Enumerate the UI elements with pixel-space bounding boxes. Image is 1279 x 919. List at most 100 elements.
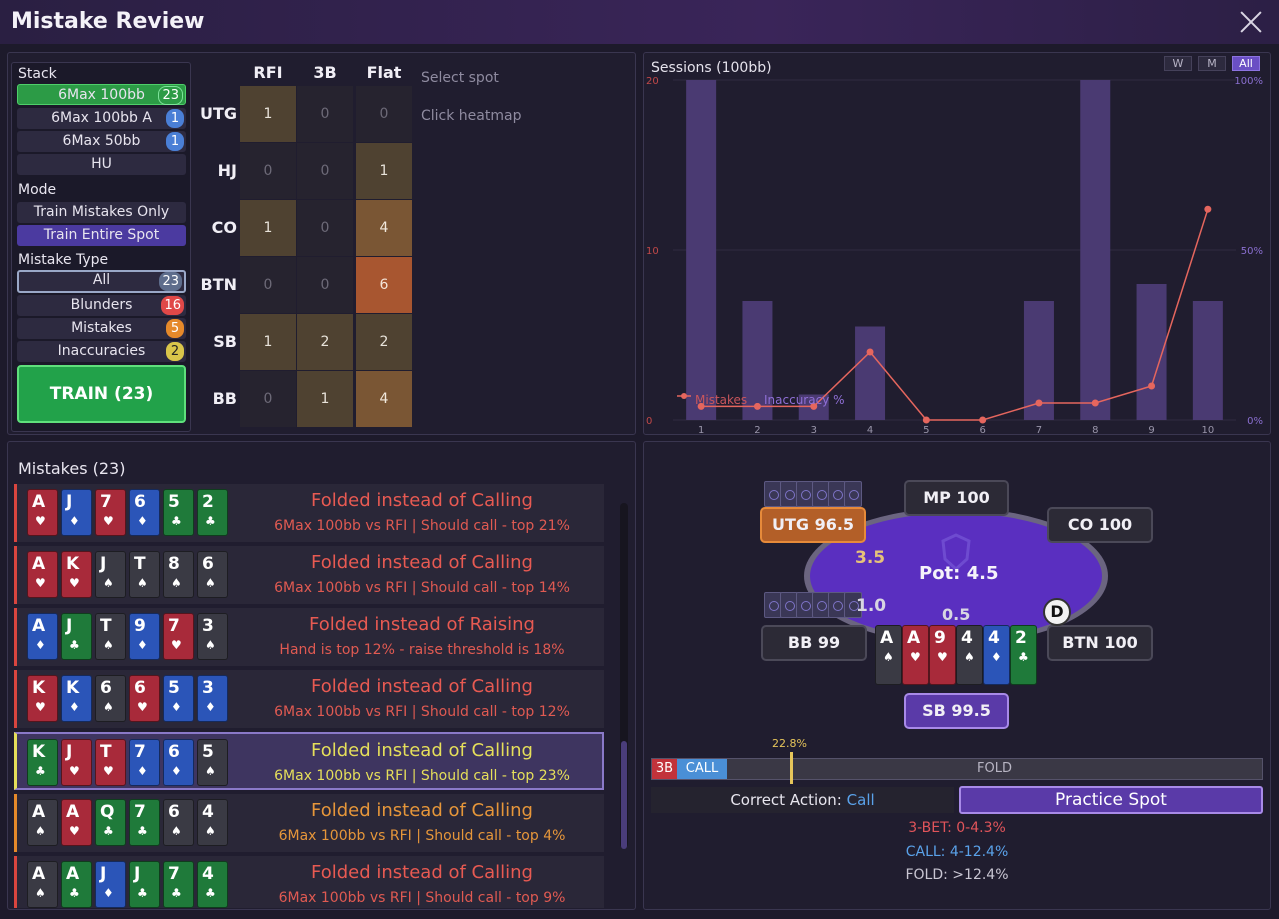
hero-cards: A ♠ A ♥ 9 ♥ 4 ♠ 4 ♦ 2 ♣ (875, 625, 1039, 687)
heatmap-cell[interactable]: 4 (356, 371, 412, 427)
hand-percentile-label: 22.8% (772, 737, 807, 750)
utg-bet: 3.5 (855, 548, 886, 568)
heatmap-cell[interactable]: 1 (297, 371, 353, 427)
seat-bb[interactable]: BB 99 (761, 625, 867, 661)
playing-card: 4 ♦ (983, 625, 1010, 685)
range-button-month[interactable]: M (1198, 56, 1226, 71)
count-badge: 1 (166, 132, 184, 151)
heatmap-cell[interactable]: 0 (297, 143, 353, 199)
playing-card: 5 ♣ (163, 489, 194, 536)
threshold-call: CALL: 4-12.4% (905, 844, 1009, 860)
chart-bar (1080, 80, 1111, 420)
heatmap-cell[interactable]: 0 (240, 257, 296, 313)
card-rank: A (66, 802, 80, 822)
playing-card: 6 ♠ (197, 551, 228, 598)
stack-option-6max-100bb-a[interactable]: 6Max 100bb A 1 (17, 108, 186, 129)
mode-train-mistakes-only[interactable]: Train Mistakes Only (17, 202, 186, 223)
playing-card: J ♥ (61, 739, 92, 786)
playing-card: A ♥ (27, 489, 58, 536)
x-tick: 5 (923, 425, 929, 435)
heatmap-cell[interactable]: 4 (356, 200, 412, 256)
range-button-week[interactable]: W (1164, 56, 1192, 71)
option-label: Blunders (70, 297, 133, 313)
card-rank: J (134, 864, 141, 884)
playing-card: 4 ♣ (197, 861, 228, 908)
x-tick: 1 (698, 425, 704, 435)
close-icon[interactable] (1239, 10, 1263, 34)
playing-card: A ♥ (61, 799, 92, 846)
seat-sb[interactable]: SB 99.5 (904, 693, 1009, 729)
heatmap-cell[interactable]: 1 (356, 143, 412, 199)
x-tick: 8 (1092, 425, 1098, 435)
card-rank: 2 (202, 492, 214, 512)
practice-spot-button[interactable]: Practice Spot (959, 786, 1263, 814)
card-rank: K (32, 742, 46, 762)
mistake-type-mistakes[interactable]: Mistakes 5 (17, 318, 186, 339)
seat-btn[interactable]: BTN 100 (1047, 625, 1153, 661)
chart-bar (686, 80, 717, 420)
correct-action-label: Correct Action: (730, 791, 842, 809)
stack-option-hu[interactable]: HU (17, 154, 186, 175)
mistake-detail: 6Max 100bb vs RFI | Should call - top 4% (278, 828, 566, 844)
stack-option-6max-100bb[interactable]: 6Max 100bb 23 (17, 84, 186, 105)
seat-utg[interactable]: UTG 96.5 (760, 507, 866, 543)
card-suit-icon: ♦ (69, 514, 80, 528)
mistake-type-all[interactable]: All 23 (17, 270, 186, 293)
option-label: 6Max 50bb (62, 133, 141, 149)
heatmap-cell[interactable]: 2 (297, 314, 353, 370)
card-rank: 7 (168, 616, 180, 636)
heatmap-cell[interactable]: 1 (240, 86, 296, 142)
heatmap-cell[interactable]: 0 (240, 143, 296, 199)
playing-card: 2 ♣ (197, 489, 228, 536)
playing-card: 6 ♦ (129, 489, 160, 536)
card-rank: T (100, 616, 112, 636)
card-rank: 5 (168, 492, 180, 512)
heatmap-cell[interactable]: 2 (356, 314, 412, 370)
heatmap-cell[interactable]: 0 (297, 86, 353, 142)
playing-card: 7 ♣ (129, 799, 160, 846)
hand-percentile-marker (790, 752, 793, 784)
card-suit-icon: ♦ (103, 886, 114, 900)
controls-box: Stack 6Max 100bb 23 6Max 100bb A 1 6Max … (11, 62, 191, 432)
heatmap-cell[interactable]: 0 (297, 257, 353, 313)
seat-co[interactable]: CO 100 (1047, 507, 1153, 543)
heatmap-cell[interactable]: 0 (356, 86, 412, 142)
card-rank: 8 (168, 554, 180, 574)
heatmap-cell[interactable]: 0 (240, 371, 296, 427)
scroll-thumb[interactable] (621, 741, 627, 849)
heatmap-col-3b: 3B (313, 63, 337, 82)
mistake-row[interactable]: A ♠ A ♥ Q ♣ 7 ♣ 6 ♠ 4 ♠ Folded instead of Calling 6Ma… (14, 794, 604, 852)
heatmap-cell[interactable]: 1 (240, 200, 296, 256)
fold-segment: FOLD (977, 761, 1012, 776)
card-suit-icon: ♦ (35, 638, 46, 652)
card-suit-icon: ♠ (171, 576, 182, 590)
card-rank: 9 (934, 628, 946, 648)
mistake-row[interactable]: A ♦ J ♣ T ♠ 9 ♦ 7 ♥ 3 ♠ Folded instead of Raising Han… (14, 608, 604, 666)
card-rank: A (32, 864, 46, 884)
heatmap-cell[interactable]: 6 (356, 257, 412, 313)
pot-label: Pot: 4.5 (919, 563, 999, 584)
heatmap-cell[interactable]: 0 (297, 200, 353, 256)
train-button[interactable]: TRAIN (23) (17, 365, 186, 423)
card-rank: 5 (168, 678, 180, 698)
count-badge: 23 (158, 86, 183, 105)
heatmap-cell[interactable]: 1 (240, 314, 296, 370)
card-suit-icon: ♠ (964, 650, 975, 664)
mistake-row[interactable]: K ♥ K ♦ 6 ♠ 6 ♥ 5 ♦ 3 ♦ Folded instead of Calling 6Ma… (14, 670, 604, 728)
card-suit-icon: ♠ (171, 824, 182, 838)
mistakes-scrollbar[interactable] (620, 503, 628, 849)
mistake-row[interactable]: A ♥ J ♦ 7 ♥ 6 ♦ 5 ♣ 2 ♣ Folded instead of Calling 6Ma… (14, 484, 604, 542)
mistake-row[interactable]: A ♠ A ♣ J ♦ J ♣ 7 ♣ 4 ♣ Folded instead of Calling 6Ma… (14, 856, 604, 908)
card-suit-icon: ♦ (69, 700, 80, 714)
range-button-all[interactable]: All (1232, 56, 1260, 71)
facedown-card (844, 481, 862, 507)
mistake-type-blunders[interactable]: Blunders 16 (17, 295, 186, 316)
mistake-row[interactable]: K ♣ J ♥ T ♥ 7 ♦ 6 ♦ 5 ♠ Folded instead of Calling 6Ma… (14, 732, 604, 790)
mistake-row[interactable]: A ♥ K ♥ J ♠ T ♠ 8 ♠ 6 ♠ Folded instead of Calling 6Ma… (14, 546, 604, 604)
seat-mp[interactable]: MP 100 (904, 480, 1009, 516)
mode-train-entire-spot[interactable]: Train Entire Spot (17, 225, 186, 246)
stack-option-6max-50bb[interactable]: 6Max 50bb 1 (17, 131, 186, 152)
card-rank: J (66, 742, 73, 762)
mistake-type-inaccuracies[interactable]: Inaccuracies 2 (17, 341, 186, 362)
facedown-card (764, 481, 782, 507)
